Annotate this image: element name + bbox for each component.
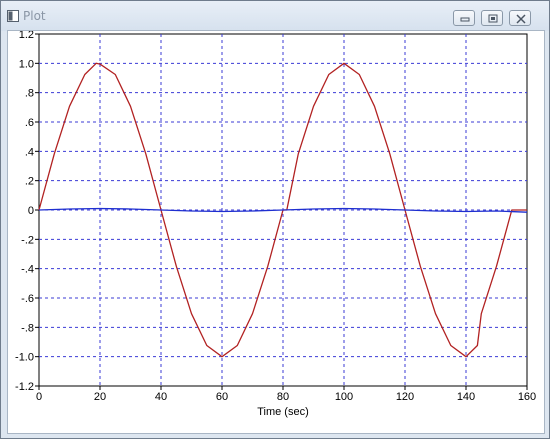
restore-icon [488, 14, 498, 23]
y-tick-label: -.6 [21, 293, 34, 305]
restore-button[interactable] [481, 10, 503, 26]
window-title: Plot [23, 9, 46, 23]
title-bar[interactable]: Plot [1, 1, 549, 31]
close-button[interactable] [509, 10, 531, 26]
y-tick-label: .6 [25, 117, 34, 129]
y-tick-label: -1.2 [15, 381, 34, 393]
close-icon [516, 14, 526, 24]
y-tick-label: 0 [28, 205, 34, 217]
y-tick-label: -1.0 [15, 352, 34, 364]
y-tick-label: -.8 [21, 322, 34, 334]
y-tick-label: 1.2 [19, 31, 34, 41]
x-tick-label: 140 [457, 391, 475, 403]
x-tick-label: 160 [518, 391, 536, 403]
minimize-icon [460, 17, 470, 22]
y-tick-label: 1.0 [19, 58, 34, 70]
x-tick-label: 120 [396, 391, 414, 403]
x-tick-label: 40 [155, 391, 167, 403]
y-tick-label: -.4 [21, 264, 34, 276]
x-tick-label: 0 [36, 391, 42, 403]
y-tick-label: -.2 [21, 234, 34, 246]
y-tick-label: .2 [25, 176, 34, 188]
minimize-button[interactable] [453, 10, 475, 26]
x-axis-label: Time (sec) [257, 406, 309, 418]
x-tick-label: 20 [94, 391, 106, 403]
line-chart: 1.21.0.8.6.4.20-.2-.4-.6-.8-1.0-1.20 20 40… [15, 31, 536, 418]
x-tick-label: 100 [335, 391, 353, 403]
app-icon [7, 10, 19, 22]
x-tick-label: 80 [277, 391, 289, 403]
y-tick-label: .8 [25, 88, 34, 100]
series-line-2 [38, 207, 528, 213]
x-tick-label: 60 [216, 391, 228, 403]
plot-area: 1.2 1.0.8.6.4.2 0 -.2 -.4 -.6 -.8 -1.0 -1.2 0 20 40… [7, 30, 545, 434]
y-tick-label: .4 [25, 146, 34, 158]
